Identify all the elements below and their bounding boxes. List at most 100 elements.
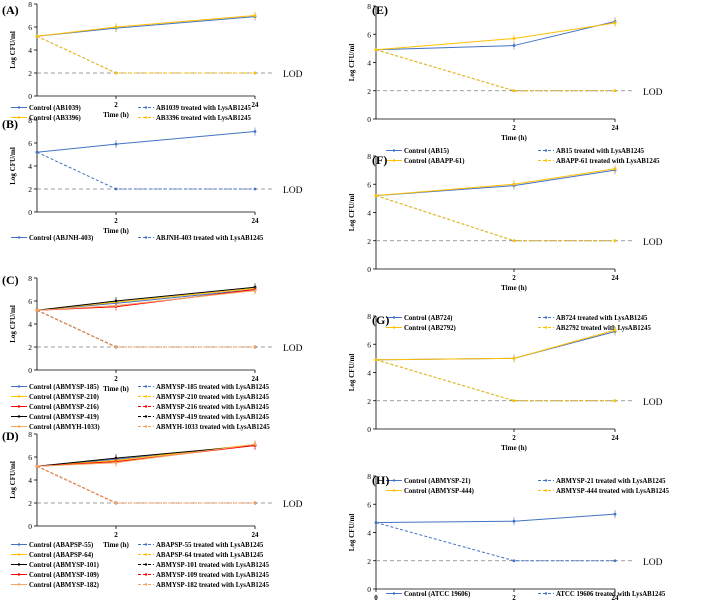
- panel-label: (D): [2, 429, 19, 443]
- series-line: [375, 359, 615, 402]
- legend-label: ABMYSP-444 treated with LysAB1245: [556, 488, 670, 495]
- series-line: [36, 465, 255, 504]
- data-point: [512, 89, 516, 93]
- legend-label: Control (ABMYSP-109): [29, 572, 99, 579]
- series-line: [36, 309, 255, 348]
- y-tick-label: 6: [367, 30, 371, 39]
- series-line: [375, 359, 615, 402]
- legend-marker: [392, 316, 396, 319]
- x-tick-label: 24: [252, 531, 260, 539]
- y-tick-label: 4: [28, 46, 32, 55]
- lod-label: LOD: [283, 500, 303, 510]
- legend-label: Control (ABMYSP-101): [29, 562, 99, 569]
- legend-marker: [17, 415, 21, 418]
- x-tick-label: 24: [612, 274, 620, 282]
- legend-label: Control (ABMYSP-21): [404, 478, 471, 485]
- series-line: [375, 329, 616, 361]
- series-line: [375, 195, 615, 242]
- legend: Control (AB1039) AB1039 treated with LysA…: [11, 105, 251, 122]
- data-point: [512, 559, 516, 563]
- x-tick-label: 2: [114, 375, 118, 383]
- y-tick-label: 4: [28, 162, 32, 171]
- series-line: [36, 465, 255, 504]
- y-axis-title: Log CFU/ml: [348, 44, 356, 82]
- y-tick-label: 4: [28, 476, 32, 485]
- legend-label: AB724 treated with LysAB1245: [556, 315, 648, 322]
- y-tick-label: 6: [28, 453, 32, 462]
- data-point: [114, 345, 118, 349]
- y-tick-label: 2: [28, 343, 32, 352]
- legend-marker: [544, 159, 548, 162]
- x-tick-label: 2: [512, 124, 516, 132]
- data-point: [114, 501, 118, 505]
- y-tick-label: 4: [367, 209, 371, 218]
- panel-label: (G): [372, 313, 389, 327]
- data-point: [114, 71, 118, 75]
- data-point: [512, 239, 516, 243]
- y-tick-label: 6: [367, 340, 371, 349]
- legend-label: ATCC 19606 treated with LysAB1245: [556, 591, 666, 598]
- y-tick-label: 6: [28, 297, 32, 306]
- y-tick-label: 8: [367, 312, 371, 321]
- y-tick-label: 8: [28, 116, 32, 125]
- legend: Control (ABJNH-403) ABJNH-403 treated wit…: [11, 235, 264, 242]
- x-axis-title: Time (h): [501, 444, 527, 452]
- legend-marker: [392, 489, 396, 492]
- legend-marker: [392, 592, 396, 595]
- legend-label: Control (ABMYSP-216): [29, 404, 99, 411]
- y-tick-label: 2: [367, 557, 371, 566]
- legend-marker: [144, 563, 148, 566]
- y-axis-title: Log CFU/ml: [348, 354, 356, 392]
- series-line: [36, 465, 255, 504]
- series-line: [375, 49, 615, 92]
- legend-label: ABAPSP-64 treated with LysAB1245: [156, 552, 264, 559]
- legend-label: ABJNH-403 treated with LysAB1245: [156, 235, 264, 242]
- y-tick-label: 6: [367, 180, 371, 189]
- y-axis-title: Log CFU/ml: [9, 461, 17, 499]
- panel-label: (C): [2, 273, 19, 287]
- y-axis-title: Log CFU/ml: [9, 305, 17, 343]
- y-axis-title: Log CFU/ml: [9, 31, 17, 69]
- legend-marker: [392, 326, 396, 329]
- legend-label: ABMYSP-109 treated with LysAB1245: [156, 572, 270, 579]
- lod-label: LOD: [643, 398, 663, 408]
- y-tick-label: 2: [28, 499, 32, 508]
- y-tick-label: 8: [28, 430, 32, 439]
- series-line: [375, 522, 615, 562]
- legend-label: Control (ABJNH-403): [29, 235, 93, 242]
- y-tick-label: 8: [367, 152, 371, 161]
- series-line: [375, 513, 616, 524]
- series-line: [36, 309, 255, 348]
- lod-label: LOD: [283, 70, 303, 80]
- series-line: [36, 309, 255, 348]
- data-point: [374, 521, 378, 525]
- legend-marker: [144, 385, 148, 388]
- legend-label: ABMYSP-182 treated with LysAB1245: [156, 582, 270, 589]
- y-tick-label: 6: [28, 23, 32, 32]
- legend-marker: [17, 583, 21, 586]
- y-tick-label: 0: [367, 585, 371, 594]
- legend: Control (AB724) AB724 treated with LysAB1…: [386, 315, 651, 332]
- legend-marker: [17, 236, 21, 239]
- legend-label: ABMYSP-216 treated with LysAB1245: [156, 404, 270, 411]
- legend-label: ABMYSP-21 treated with LysAB1245: [556, 478, 666, 485]
- y-tick-label: 0: [367, 115, 371, 124]
- legend: Control (ABAPSP-55) ABAPSP-55 treated wit…: [11, 542, 270, 589]
- series-line: [36, 309, 255, 348]
- legend-marker: [17, 543, 21, 546]
- x-tick-label: 24: [252, 375, 260, 383]
- y-tick-label: 6: [28, 139, 32, 148]
- series-line: [375, 168, 616, 197]
- series-line: [36, 287, 256, 311]
- legend-label: AB2792 treated with LysAB1245: [556, 325, 651, 332]
- legend: Control (ABMYSP-21) ABMYSP-21 treated wit…: [386, 478, 670, 495]
- legend-marker: [392, 479, 396, 482]
- legend-label: Control (AB2792): [404, 325, 456, 332]
